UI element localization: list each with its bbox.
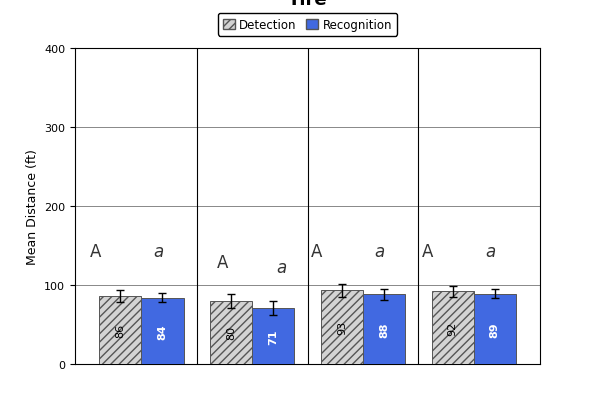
Text: 93: 93 bbox=[337, 320, 347, 335]
Bar bbox=[473, 294, 515, 364]
Text: 84: 84 bbox=[157, 323, 167, 339]
Text: a: a bbox=[485, 242, 496, 260]
Text: A: A bbox=[89, 242, 101, 260]
Text: a: a bbox=[374, 242, 385, 260]
Text: 92: 92 bbox=[448, 321, 458, 335]
Text: a: a bbox=[277, 258, 287, 276]
Bar bbox=[431, 292, 473, 364]
Text: 88: 88 bbox=[379, 321, 389, 337]
Text: 71: 71 bbox=[268, 328, 278, 344]
Text: 89: 89 bbox=[490, 321, 500, 337]
Text: 86: 86 bbox=[115, 323, 125, 337]
Title: Tire: Tire bbox=[287, 0, 328, 9]
Bar bbox=[252, 308, 294, 364]
Text: A: A bbox=[422, 242, 433, 260]
Y-axis label: Mean Distance (ft): Mean Distance (ft) bbox=[26, 149, 38, 264]
Text: A: A bbox=[217, 253, 229, 271]
X-axis label: VES: VES bbox=[295, 408, 320, 409]
Bar bbox=[142, 298, 184, 364]
Legend: Detection, Recognition: Detection, Recognition bbox=[218, 14, 397, 36]
Text: a: a bbox=[153, 242, 163, 260]
Bar bbox=[210, 301, 252, 364]
Bar bbox=[321, 291, 363, 364]
Bar bbox=[363, 295, 405, 364]
Bar bbox=[100, 296, 142, 364]
Text: A: A bbox=[311, 242, 322, 260]
Text: 80: 80 bbox=[226, 326, 236, 339]
